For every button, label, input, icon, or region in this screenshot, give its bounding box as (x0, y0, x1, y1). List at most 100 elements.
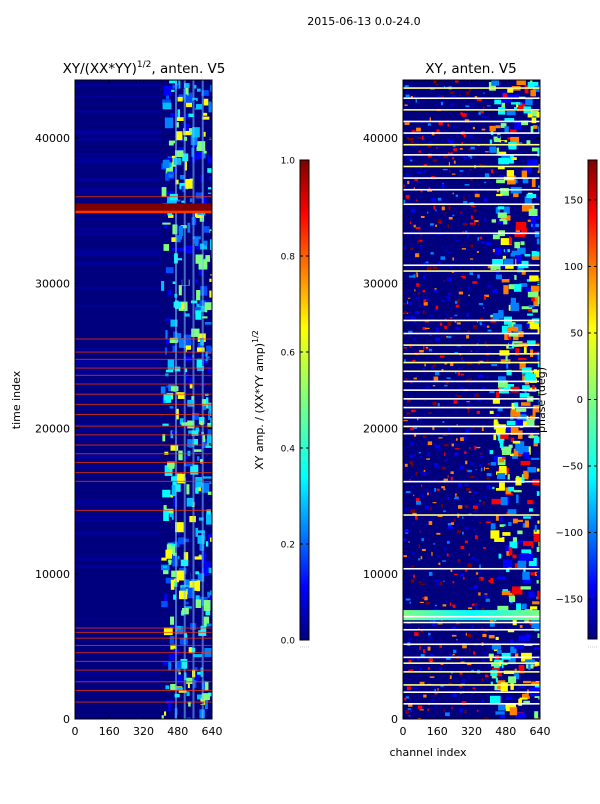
heatmap-cell (169, 636, 175, 644)
heatmap-cell (538, 398, 540, 406)
heatmap-cell (449, 675, 452, 680)
heatmap-cell (209, 482, 212, 485)
heatmap-cell (419, 246, 422, 249)
heatmap-cell (425, 477, 429, 482)
heatmap-cell (509, 94, 519, 99)
heatmap-cell (427, 646, 431, 651)
heatmap-cell (188, 701, 191, 707)
heatmap-cell (479, 547, 484, 550)
heatmap-cell (184, 92, 193, 103)
heatmap-cell (422, 597, 425, 599)
heatmap-cell (537, 148, 540, 157)
heatmap-cell (526, 322, 538, 328)
heatmap-cell (166, 544, 176, 555)
heatmap-cell (164, 508, 174, 514)
heatmap-cell (434, 372, 440, 376)
heatmap-cell (433, 444, 436, 447)
heatmap-cell (75, 364, 161, 367)
heatmap-cell (444, 384, 448, 387)
heatmap-cell (475, 535, 478, 540)
heatmap-cell (528, 591, 535, 599)
heatmap-cell (208, 567, 212, 575)
heatmap-cell (464, 426, 469, 429)
heatmap-cell (455, 326, 460, 330)
heatmap-cell (529, 346, 533, 352)
heatmap-cell (506, 369, 512, 376)
heatmap-cell (168, 140, 176, 146)
heatmap-channel-stripe (183, 80, 186, 719)
flagged-row (75, 444, 212, 446)
heatmap-cell (459, 214, 465, 216)
heatmap-cell (445, 458, 449, 461)
heatmap-cell (419, 681, 425, 686)
heatmap-cell (499, 524, 504, 527)
heatmap-cell (161, 601, 168, 608)
heatmap-cell (492, 258, 504, 265)
heatmap-cell (513, 284, 522, 292)
flagged-row (75, 660, 212, 662)
heatmap-cell (498, 107, 506, 115)
heatmap-cell (515, 441, 525, 449)
heatmap-cell (445, 296, 451, 299)
heatmap-cell (75, 515, 161, 519)
heatmap-cell (412, 512, 417, 515)
heatmap-cell (184, 463, 193, 467)
flagged-row (75, 509, 212, 511)
heatmap-cell (195, 310, 202, 320)
heatmap-cell (447, 474, 449, 478)
heatmap-cell (521, 170, 528, 178)
heatmap-cell (75, 153, 161, 156)
heatmap-cell (173, 143, 177, 153)
heatmap-cell (410, 316, 416, 320)
heatmap-cell (531, 457, 540, 460)
heatmap-cell (414, 578, 417, 580)
heatmap-cell (500, 359, 511, 364)
heatmap-cell (163, 85, 172, 96)
heatmap-cell (526, 140, 531, 145)
left-heatmap (75, 80, 212, 719)
heatmap-cell (427, 667, 430, 670)
heatmap-cell (538, 540, 540, 547)
heatmap-cell (186, 349, 193, 358)
heatmap-cell (518, 358, 527, 361)
heatmap-cell (417, 650, 420, 653)
heatmap-cell (177, 429, 184, 437)
heatmap-cell (165, 549, 173, 559)
heatmap-cell (187, 399, 195, 407)
heatmap-cell (520, 241, 525, 246)
heatmap-cell (436, 129, 440, 133)
heatmap-cell (408, 231, 414, 233)
heatmap-cell (408, 556, 411, 559)
heatmap-cell (466, 401, 470, 403)
heatmap-cell (473, 510, 477, 513)
heatmap-cell (502, 532, 511, 536)
heatmap-cell (203, 131, 206, 137)
heatmap-cell (510, 102, 521, 105)
heatmap-cell (408, 137, 414, 141)
right-xlabel: channel index (389, 746, 467, 759)
heatmap-cell (489, 450, 494, 455)
heatmap-cell (521, 271, 526, 275)
heatmap-cell (536, 570, 540, 579)
heatmap-cell (416, 403, 419, 407)
heatmap-cell (198, 554, 203, 558)
heatmap-cell (171, 543, 176, 547)
heatmap-cell (192, 127, 200, 138)
heatmap-cell (419, 418, 422, 423)
heatmap-cell (442, 421, 445, 423)
heatmap-cell (414, 319, 417, 324)
heatmap-cell (416, 137, 422, 139)
heatmap-cell (415, 297, 420, 299)
heatmap-cell (405, 94, 410, 98)
heatmap-cell (437, 448, 441, 451)
heatmap-cell (409, 601, 412, 604)
heatmap-cell (453, 400, 458, 404)
heatmap-cell (203, 476, 212, 479)
heatmap-cell (521, 603, 527, 610)
heatmap-cell (531, 250, 540, 259)
heatmap-cell (444, 599, 447, 603)
heatmap-cell (404, 503, 406, 505)
heatmap-cell (479, 576, 484, 581)
heatmap-cell (407, 381, 410, 384)
heatmap-cell (195, 279, 198, 283)
